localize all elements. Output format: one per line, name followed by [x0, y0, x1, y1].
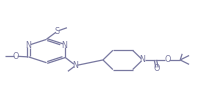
Text: O: O [164, 55, 170, 64]
Text: S: S [55, 27, 60, 36]
Text: N: N [62, 41, 68, 50]
Text: N: N [72, 61, 78, 70]
Text: O: O [154, 64, 160, 73]
Text: N: N [26, 41, 31, 50]
Text: O: O [12, 52, 19, 61]
Text: N: N [140, 55, 146, 64]
